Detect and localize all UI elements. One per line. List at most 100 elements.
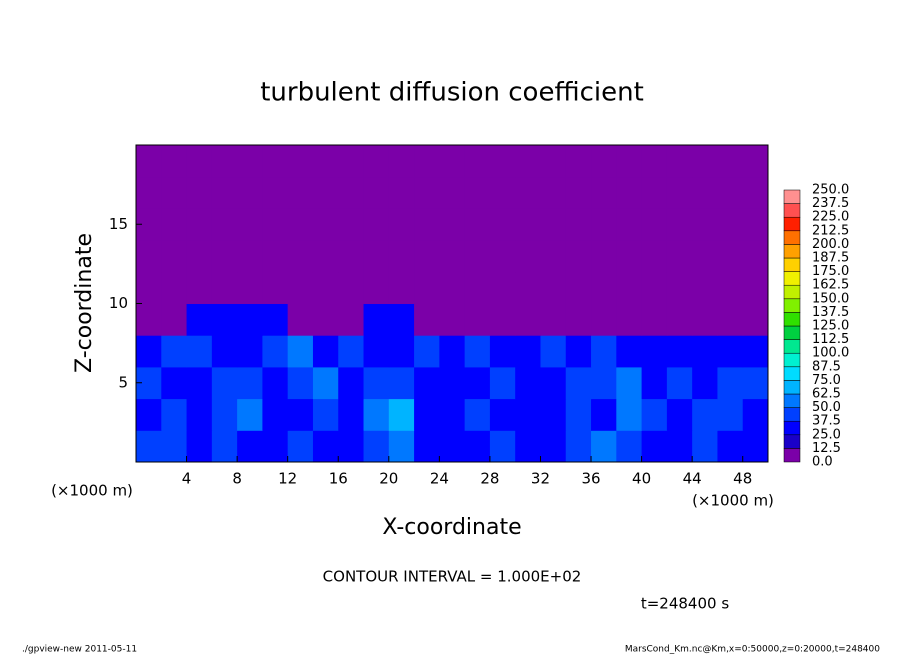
heatmap-cell xyxy=(717,176,744,209)
colorbar-label: 137.5 xyxy=(812,305,849,320)
colorbar-swatch xyxy=(783,407,801,422)
heatmap-cell xyxy=(186,303,213,336)
heatmap-cell xyxy=(666,335,693,368)
colorbar-label: 162.5 xyxy=(812,278,849,293)
colorbar-label: 37.5 xyxy=(812,414,841,429)
heatmap-cell xyxy=(666,430,693,463)
heatmap-cell xyxy=(136,240,162,273)
heatmap-cell xyxy=(616,176,643,209)
heatmap-cell xyxy=(641,303,668,336)
heatmap-cell xyxy=(388,145,415,178)
heatmap-cell xyxy=(211,240,238,273)
heatmap-cell xyxy=(692,176,718,209)
heatmap-cell xyxy=(363,176,390,209)
heatmap-cell xyxy=(262,303,289,336)
heatmap-cell xyxy=(338,145,365,178)
heatmap-cell xyxy=(515,176,541,209)
colorbar-swatch xyxy=(783,325,801,340)
heatmap-cell xyxy=(489,240,516,273)
heatmap-cell xyxy=(414,398,440,431)
heatmap-cell xyxy=(211,430,238,463)
heatmap-cell xyxy=(641,335,668,368)
heatmap-cell xyxy=(464,240,491,273)
heatmap-cell xyxy=(565,176,592,209)
heatmap-cell xyxy=(186,145,213,178)
heatmap-cell xyxy=(641,176,668,209)
heatmap-cell xyxy=(591,398,617,431)
heatmap-cell xyxy=(186,240,213,273)
x-tick-label: 32 xyxy=(531,470,550,488)
heatmap-cell xyxy=(540,335,567,368)
heatmap-cell xyxy=(312,335,339,368)
heatmap-cell xyxy=(565,208,592,241)
heatmap-cell xyxy=(312,208,339,241)
heatmap-cell xyxy=(489,398,516,431)
heatmap-cell xyxy=(742,240,769,273)
heatmap-cell xyxy=(136,176,162,209)
colorbar-label: 125.0 xyxy=(812,319,849,334)
heatmap-cell xyxy=(641,240,668,273)
heatmap-cell xyxy=(591,366,617,400)
heatmap-cell xyxy=(161,303,188,336)
heatmap-cell xyxy=(565,430,592,463)
heatmap-cell xyxy=(161,240,188,273)
heatmap-cell xyxy=(692,145,718,178)
heatmap-cell xyxy=(717,145,744,178)
heatmap-cell xyxy=(388,303,415,336)
heatmap-cell xyxy=(540,271,567,304)
y-tick-label: 15 xyxy=(109,215,128,233)
heatmap-cell xyxy=(666,303,693,336)
heatmap-cell xyxy=(666,176,693,209)
heatmap-cell xyxy=(717,208,744,241)
contour-note: CONTOUR INTERVAL = 1.000E+02 xyxy=(323,568,582,586)
heatmap-cell xyxy=(186,208,213,241)
colorbar-swatch xyxy=(783,203,801,218)
heatmap-cell xyxy=(186,335,213,368)
y-unit-label: (×1000 m) xyxy=(51,482,133,500)
heatmap-cell xyxy=(717,366,744,400)
colorbar-swatch xyxy=(783,339,801,354)
colorbar-label: 200.0 xyxy=(812,237,849,252)
heatmap-cell xyxy=(312,271,339,304)
heatmap-cell xyxy=(692,303,718,336)
heatmap-cell xyxy=(515,366,541,400)
footer-left: ./gpview-new 2011-05-11 xyxy=(22,645,137,654)
heatmap-cell xyxy=(439,335,466,368)
heatmap-cell xyxy=(717,240,744,273)
heatmap-cell xyxy=(414,208,440,241)
heatmap-cell xyxy=(641,208,668,241)
heatmap-cell xyxy=(211,271,238,304)
colorbar-label: 225.0 xyxy=(812,210,849,225)
heatmap-cell xyxy=(641,366,668,400)
heatmap-cell xyxy=(363,271,390,304)
heatmap-cell xyxy=(312,430,339,463)
heatmap-cell xyxy=(692,398,718,431)
heatmap-cell xyxy=(515,335,541,368)
heatmap-cell xyxy=(540,240,567,273)
heatmap-cell xyxy=(666,398,693,431)
heatmap-cell xyxy=(338,335,365,368)
heatmap-cell xyxy=(742,271,769,304)
colorbar-label: 75.0 xyxy=(812,373,841,388)
heatmap-cell xyxy=(666,208,693,241)
heatmap-cell xyxy=(641,271,668,304)
x-tick-label: 20 xyxy=(379,470,398,488)
heatmap-cell xyxy=(262,208,289,241)
heatmap-cell xyxy=(692,240,718,273)
heatmap-cell xyxy=(489,303,516,336)
heatmap-cell xyxy=(515,240,541,273)
heatmap-cell xyxy=(237,398,263,431)
heatmap-cell xyxy=(616,271,643,304)
heatmap-cell xyxy=(565,335,592,368)
heatmap-cell xyxy=(388,271,415,304)
heatmap-cell xyxy=(692,271,718,304)
colorbar-swatch xyxy=(783,284,801,300)
footer-right: MarsCond_Km.nc@Km,x=0:50000,z=0:20000,t=… xyxy=(625,645,880,654)
heatmap-cell xyxy=(591,240,617,273)
y-tick-label: 10 xyxy=(109,294,128,312)
heatmap-cell xyxy=(515,430,541,463)
heatmap-cell xyxy=(287,366,314,400)
heatmap-cell xyxy=(237,240,263,273)
colorbar-label: 50.0 xyxy=(812,400,841,415)
heatmap-cell xyxy=(565,398,592,431)
